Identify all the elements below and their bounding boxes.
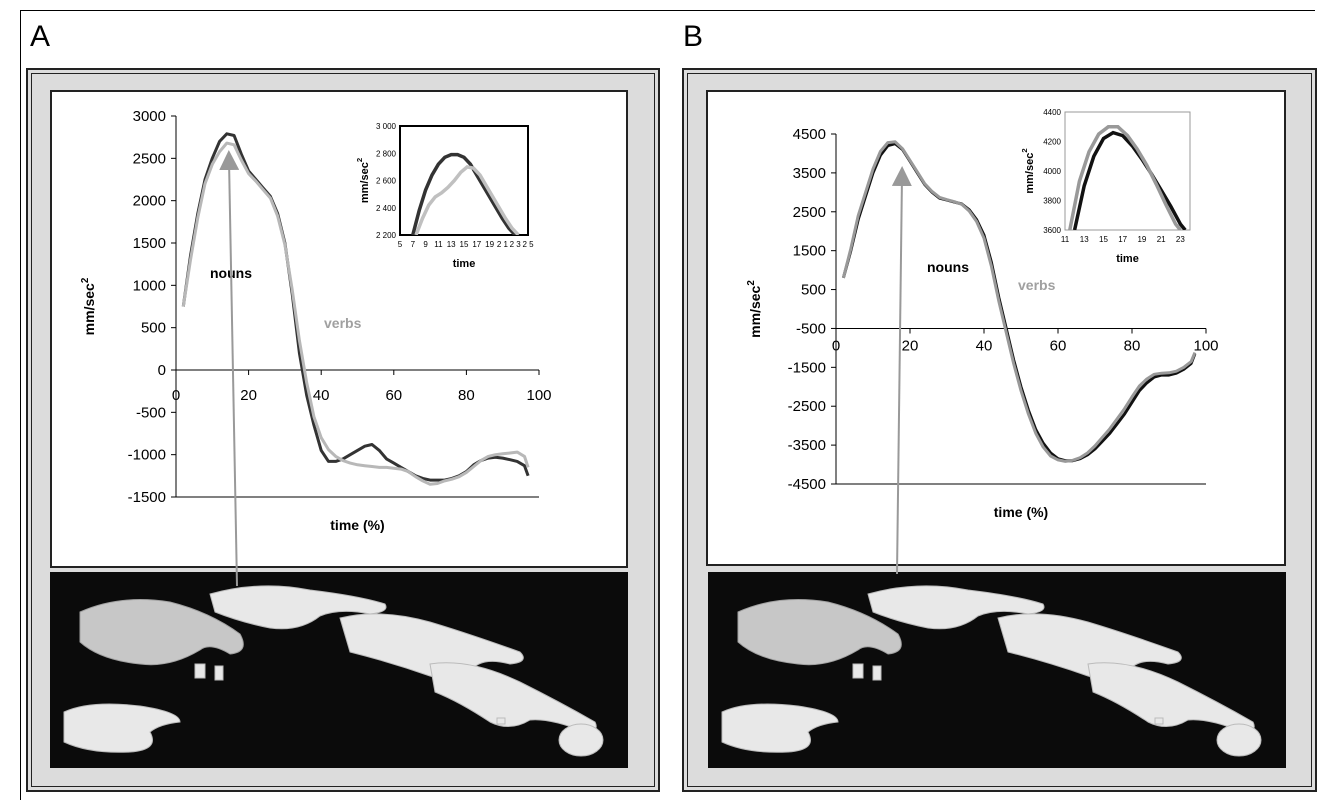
y-axis-label: mm/sec2: [746, 280, 763, 338]
panel-a-chart-box: -1500 -1000 -500 0 500 1000 1500 2000 2500 3000 0 2…: [50, 90, 628, 568]
y-tick-label: -4500: [788, 476, 826, 493]
inset-y-tick-label: 2 400: [376, 204, 397, 213]
annotation-nouns: nouns: [210, 265, 252, 281]
inset-x-tick-label: 15: [460, 240, 469, 249]
annotation-verbs: verbs: [324, 315, 362, 331]
y-tick-label: -1500: [128, 489, 166, 506]
inset-x-tick-label: 13: [447, 240, 456, 249]
inset-series-line-verbs: [1068, 125, 1182, 230]
inset-x-axis-label: time: [1116, 253, 1139, 265]
inset-y-tick-label: 3600: [1043, 226, 1061, 235]
x-tick-label: 0: [172, 387, 180, 404]
figure-frame: [20, 10, 1315, 800]
panel-b-chart: -4500 -3500 -2500 -1500 -500 500 1500 2500 3500 4…: [746, 108, 1219, 520]
hand-reach-photo-b: [721, 585, 1262, 757]
x-tick-label: 20: [240, 387, 257, 404]
x-tick-label: 100: [526, 387, 551, 404]
annotation-verbs: verbs: [1018, 277, 1056, 293]
inset-x-axis-label: time: [453, 258, 476, 270]
y-tick-label: -1500: [788, 359, 826, 376]
y-tick-label: 500: [141, 320, 166, 337]
x-axis-label: time (%): [330, 517, 384, 533]
x-tick-label: 0: [832, 337, 840, 354]
inset-series-line-nouns: [1072, 130, 1187, 230]
annotation-nouns: nouns: [927, 259, 969, 275]
inset-x-tick-label: 9: [423, 240, 428, 249]
x-tick-label: 20: [902, 337, 919, 354]
inset-y-tick-label: 2 600: [376, 177, 397, 186]
y-tick-label: 1500: [133, 235, 166, 252]
y-tick-label: -1000: [128, 447, 166, 464]
inset-x-tick-label: 15: [1099, 235, 1108, 244]
x-tick-label: 60: [385, 387, 402, 404]
x-tick-label: 40: [313, 387, 330, 404]
inset-series-line-nouns: [411, 152, 517, 235]
y-tick-label: 3000: [133, 108, 166, 125]
x-tick-label: 80: [458, 387, 475, 404]
x-tick-label: 80: [1124, 337, 1141, 354]
inset-plot-frame: [399, 125, 529, 236]
series-line-verbs: [181, 141, 530, 486]
inset-y-axis-label: mm/sec2: [1020, 148, 1036, 193]
inset-x-tick-label: 23: [1176, 235, 1185, 244]
inset-y-tick-label: 3 000: [376, 122, 397, 131]
y-tick-label: 1500: [793, 243, 826, 260]
inset-x-tick-label: 19: [485, 240, 494, 249]
inset-series-line-verbs: [414, 165, 520, 235]
x-tick-label: 100: [1193, 337, 1218, 354]
inset-x-tick-label: 2 1: [497, 240, 509, 249]
inset-y-tick-label: 2 800: [376, 149, 397, 158]
inset-x-tick-label: 17: [472, 240, 481, 249]
inset-x-tick-label: 7: [411, 240, 416, 249]
panel-a-photo: [50, 572, 628, 768]
inset-x-tick-label: 5: [398, 240, 403, 249]
inset-y-tick-label: 4000: [1043, 167, 1061, 176]
inset-y-axis-label: mm/sec2: [355, 158, 371, 203]
y-tick-label: 1000: [133, 277, 166, 294]
inset-y-tick-label: 4400: [1043, 108, 1061, 117]
series-line-verbs: [841, 140, 1197, 463]
y-tick-label: -2500: [788, 398, 826, 415]
panel-b-photo: [708, 572, 1286, 768]
y-tick-label: 3500: [793, 165, 826, 182]
x-axis-label: time (%): [994, 504, 1048, 520]
inset-y-tick-label: 3800: [1043, 197, 1061, 206]
x-tick-label: 60: [1050, 337, 1067, 354]
y-tick-label: -3500: [788, 437, 826, 454]
inset-x-tick-label: 11: [1061, 235, 1070, 244]
inset-x-tick-label: 17: [1118, 235, 1127, 244]
inset-x-tick-label: 19: [1137, 235, 1146, 244]
inset-x-tick-label: 2 5: [522, 240, 534, 249]
inset-x-tick-label: 2 3: [510, 240, 522, 249]
inset-x-tick-label: 21: [1157, 235, 1166, 244]
y-tick-label: 0: [158, 362, 166, 379]
y-tick-label: 2500: [133, 150, 166, 167]
panel-b-chart-box: -4500 -3500 -2500 -1500 -500 500 1500 2500 3500 4…: [706, 90, 1286, 566]
inset-x-tick-label: 13: [1080, 235, 1089, 244]
x-tick-label: 40: [976, 337, 993, 354]
hand-reach-photo-a: [63, 585, 604, 757]
inset-x-tick-label: 11: [434, 240, 443, 249]
panel-label-b: B: [683, 20, 704, 53]
panel-a-chart: -1500 -1000 -500 0 500 1000 1500 2000 2500 3000 0 2…: [80, 108, 552, 533]
y-axis-label: mm/sec2: [80, 277, 97, 335]
y-tick-label: -500: [136, 404, 166, 421]
y-tick-label: 500: [801, 282, 826, 299]
y-tick-label: -500: [796, 320, 826, 337]
inset-y-tick-label: 2 200: [376, 231, 397, 240]
y-tick-label: 4500: [793, 126, 826, 143]
inset-y-tick-label: 4200: [1043, 138, 1061, 147]
y-tick-label: 2500: [793, 204, 826, 221]
panel-label-a: A: [30, 20, 51, 53]
y-tick-label: 2000: [133, 193, 166, 210]
